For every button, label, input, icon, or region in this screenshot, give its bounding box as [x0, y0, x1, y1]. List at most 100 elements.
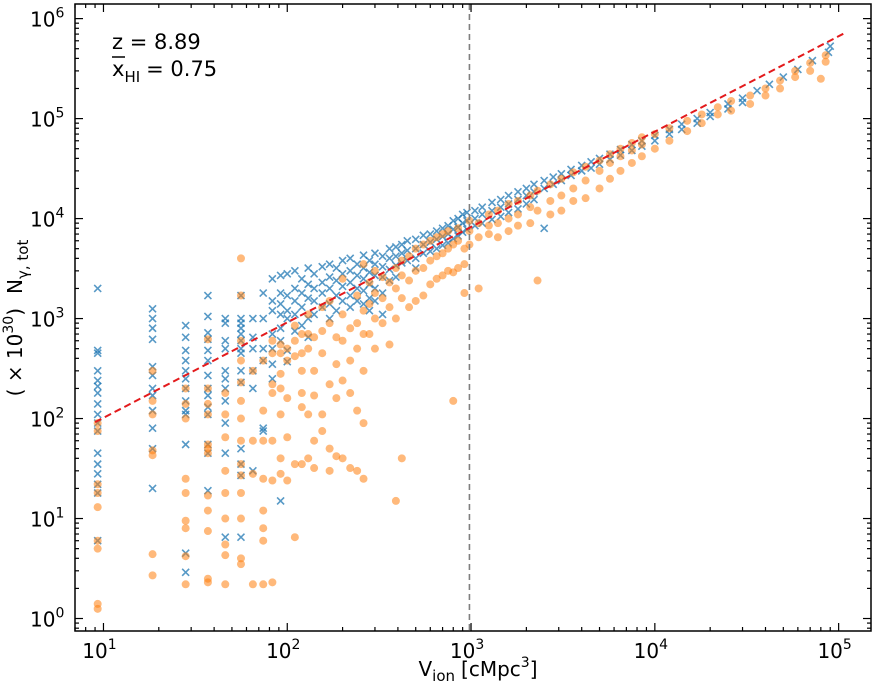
orange-circle-marker — [181, 414, 190, 423]
orange-circle-marker — [276, 349, 285, 358]
blue-x-marker — [259, 426, 268, 436]
orange-circle-marker — [426, 236, 435, 245]
blue-x-marker — [325, 273, 334, 282]
blue-x-marker — [93, 410, 102, 419]
orange-circle-marker — [148, 396, 157, 405]
orange-circle-marker — [627, 146, 636, 155]
blue-x-marker — [346, 291, 355, 300]
orange-circle-marker — [474, 284, 483, 293]
orange-circle-marker — [761, 91, 770, 100]
xhi-symbol: x — [112, 57, 124, 81]
orange-circle-marker — [370, 344, 379, 353]
blue-x-marker — [540, 176, 549, 185]
orange-circle-marker — [93, 544, 102, 553]
blue-x-marker — [248, 384, 257, 393]
blue-x-marker — [370, 260, 380, 269]
orange-circle-marker — [276, 454, 285, 463]
orange-circle-marker — [259, 406, 268, 415]
orange-circle-marker — [310, 366, 319, 375]
orange-circle-marker — [359, 366, 368, 375]
blue-x-marker — [268, 329, 277, 339]
blue-x-marker — [283, 269, 292, 278]
orange-circle-marker — [378, 319, 387, 328]
orange-circle-marker — [449, 396, 458, 405]
blue-x-marker — [513, 187, 523, 196]
orange-circle-marker — [325, 319, 334, 328]
blue-x-marker — [378, 262, 387, 271]
orange-circle-marker — [411, 266, 420, 275]
orange-circle-marker — [557, 206, 566, 215]
orange-circle-marker — [397, 271, 406, 280]
orange-circle-marker — [325, 380, 334, 389]
blue-x-marker — [318, 262, 327, 271]
blue-x-marker — [385, 254, 394, 263]
orange-circle-marker — [290, 533, 299, 542]
orange-circle-marker — [318, 410, 327, 419]
blue-x-marker — [403, 236, 412, 245]
orange-circle-marker — [203, 384, 212, 393]
blue-x-marker — [93, 349, 102, 358]
blue-x-marker — [248, 344, 257, 353]
orange-circle-marker — [276, 369, 285, 378]
y-tick-label: 101 — [30, 506, 64, 532]
orange-circle-marker — [533, 276, 542, 285]
orange-circle-marker — [259, 536, 268, 545]
blue-x-marker — [304, 263, 313, 273]
orange-circle-marker — [791, 66, 800, 75]
orange-circle-marker — [595, 166, 604, 175]
orange-circle-marker — [297, 349, 306, 358]
orange-circle-marker — [484, 230, 493, 239]
orange-circle-marker — [148, 366, 157, 375]
orange-circle-marker — [359, 419, 368, 428]
orange-circle-marker — [236, 291, 245, 300]
x-tick-label: 105 — [817, 637, 851, 663]
orange-circle-marker — [378, 294, 387, 303]
orange-circle-marker — [385, 340, 394, 349]
blue-x-marker — [221, 396, 230, 406]
orange-circle-marker — [346, 356, 355, 365]
orange-circle-marker — [236, 489, 245, 498]
blue-x-marker — [753, 86, 762, 95]
orange-circle-marker — [283, 356, 292, 365]
orange-circle-marker — [236, 254, 245, 263]
blue-x-marker — [221, 533, 230, 542]
orange-circle-marker — [181, 474, 190, 483]
blue-x-marker — [478, 203, 487, 212]
orange-circle-marker — [325, 444, 334, 453]
orange-circle-marker — [821, 57, 830, 66]
orange-circle-marker — [259, 356, 268, 365]
orange-circle-marker — [276, 384, 285, 393]
blue-x-marker — [148, 324, 157, 333]
orange-circle-marker — [438, 271, 447, 280]
orange-circle-marker — [526, 203, 535, 212]
orange-circle-marker — [297, 330, 306, 339]
orange-circle-marker — [181, 489, 190, 498]
orange-circle-marker — [338, 376, 347, 385]
blue-x-marker — [148, 484, 157, 493]
blue-x-marker — [93, 346, 102, 355]
blue-x-marker — [504, 208, 513, 217]
fit-line — [94, 31, 847, 424]
blue-x-marker — [181, 440, 190, 449]
orange-circle-marker — [221, 514, 230, 523]
blue-x-marker — [338, 296, 347, 306]
orange-circle-marker — [761, 84, 770, 93]
orange-circle-marker — [385, 278, 394, 287]
blue-x-marker — [529, 180, 539, 189]
blue-x-marker — [297, 288, 306, 298]
orange-circle-marker — [569, 184, 578, 193]
orange-circle-marker — [665, 136, 674, 145]
blue-x-marker — [522, 184, 531, 193]
blue-x-marker — [283, 291, 292, 300]
orange-circle-marker — [595, 156, 604, 165]
x-axis-label: Vion [cMpc3] — [418, 655, 537, 683]
orange-circle-marker — [493, 219, 502, 228]
orange-circle-marker — [426, 280, 435, 289]
blue-x-marker — [540, 224, 549, 233]
blue-x-marker — [181, 356, 190, 365]
blue-x-marker — [236, 324, 246, 333]
orange-circle-marker — [432, 233, 441, 242]
blue-x-marker — [304, 294, 313, 303]
y-axis-label: ( × 1030)Nγ, tot — [1, 240, 32, 397]
orange-circle-marker — [665, 124, 674, 133]
